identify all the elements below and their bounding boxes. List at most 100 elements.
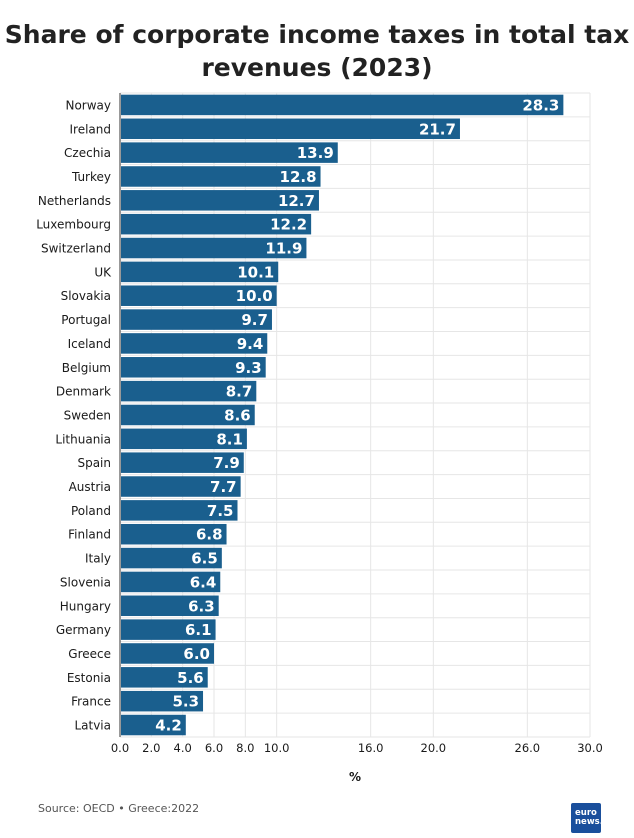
category-label: Sweden xyxy=(64,408,111,422)
bar-switzerland xyxy=(121,237,307,259)
category-label: Lithuania xyxy=(55,432,111,446)
value-label: 9.3 xyxy=(235,359,262,377)
value-label: 13.9 xyxy=(297,144,334,162)
bars: 28.3 21.7 13.9 12.8 12.7 12.2 11.9 10.1 10.0 9.7 9… xyxy=(121,94,564,736)
value-label: 6.1 xyxy=(185,621,212,639)
bar-lithuania xyxy=(121,428,247,450)
category-label: Iceland xyxy=(68,337,111,351)
value-label: 12.7 xyxy=(278,192,315,210)
category-labels: Norway Ireland Czechia Turkey Netherlands Lux… xyxy=(36,98,112,732)
bar-austria xyxy=(121,476,241,497)
bar-sweden xyxy=(121,404,255,426)
x-axis-label: % xyxy=(349,770,361,784)
value-label: 9.4 xyxy=(237,335,264,353)
bar-slovakia xyxy=(121,285,277,306)
category-label: Czechia xyxy=(64,146,111,160)
category-label: UK xyxy=(94,265,112,279)
value-label: 7.5 xyxy=(207,502,234,520)
bar-denmark xyxy=(121,380,257,402)
bar-czechia xyxy=(121,142,338,163)
euronews-logo: euro news. xyxy=(571,803,603,833)
source-note: Source: OECD • Greece:2022 xyxy=(38,802,200,815)
category-label: Estonia xyxy=(67,671,111,685)
bar-france xyxy=(121,690,204,712)
category-label: Luxembourg xyxy=(36,218,111,232)
category-label: Spain xyxy=(77,456,111,470)
value-label: 4.2 xyxy=(155,717,182,735)
category-label: France xyxy=(71,695,111,709)
value-label: 6.0 xyxy=(183,645,210,663)
value-label: 21.7 xyxy=(419,120,456,138)
category-label: Denmark xyxy=(56,385,111,399)
category-label: Portugal xyxy=(61,313,111,327)
bar-ireland xyxy=(121,118,460,140)
value-label: 6.3 xyxy=(188,597,215,615)
x-tick-label: 16.0 xyxy=(358,741,384,755)
value-label: 12.8 xyxy=(280,168,317,186)
value-label: 10.1 xyxy=(237,263,274,281)
bar-greece xyxy=(121,643,214,664)
bar-italy xyxy=(121,547,222,569)
bar-hungary xyxy=(121,595,219,617)
bar-poland xyxy=(121,500,238,521)
bar-norway xyxy=(121,94,564,116)
value-label: 6.4 xyxy=(190,573,217,591)
bar-estonia xyxy=(121,667,208,688)
category-label: Netherlands xyxy=(38,194,111,208)
x-tick-label: 4.0 xyxy=(174,741,192,755)
chart-title: Share of corporate income taxes in total… xyxy=(0,18,634,84)
category-label: Switzerland xyxy=(41,242,111,256)
x-tick-label: 30.0 xyxy=(577,741,603,755)
x-tick-label: 6.0 xyxy=(205,741,223,755)
bar-slovenia xyxy=(121,571,221,593)
x-axis-ticks: 0.0 2.0 4.0 6.0 8.0 10.0 16.0 20.0 26.0 30.0 xyxy=(111,741,603,755)
bar-uk xyxy=(121,261,279,283)
category-label: Ireland xyxy=(69,122,111,136)
value-label: 12.2 xyxy=(270,216,307,234)
value-label: 6.8 xyxy=(196,526,223,544)
value-label: 11.9 xyxy=(265,240,302,258)
bar-turkey xyxy=(121,166,321,187)
bar-luxembourg xyxy=(121,213,312,235)
x-tick-label: 8.0 xyxy=(236,741,254,755)
category-label: Turkey xyxy=(71,170,111,184)
category-label: Poland xyxy=(71,504,111,518)
value-label: 8.6 xyxy=(224,406,251,424)
value-label: 8.1 xyxy=(216,430,243,448)
category-label: Italy xyxy=(85,552,111,566)
category-label: Slovakia xyxy=(61,289,111,303)
bar-latvia xyxy=(121,714,186,736)
x-tick-label: 20.0 xyxy=(421,741,447,755)
x-tick-label: 26.0 xyxy=(515,741,541,755)
category-label: Germany xyxy=(56,623,111,637)
value-label: 6.5 xyxy=(191,550,218,568)
value-label: 28.3 xyxy=(522,96,559,114)
value-label: 7.7 xyxy=(210,478,237,496)
bar-spain xyxy=(121,452,244,473)
x-tick-label: 10.0 xyxy=(264,741,290,755)
bar-belgium xyxy=(121,357,266,378)
value-label: 8.7 xyxy=(226,383,253,401)
bar-iceland xyxy=(121,333,268,354)
chart-title-line-2: revenues (2023) xyxy=(201,53,433,82)
value-label: 5.6 xyxy=(177,669,204,687)
value-label: 7.9 xyxy=(213,454,240,472)
category-label: Slovenia xyxy=(60,575,111,589)
bar-netherlands xyxy=(121,190,319,211)
value-label: 5.3 xyxy=(172,693,199,711)
category-label: Hungary xyxy=(60,599,111,613)
bar-finland xyxy=(121,523,227,545)
value-label: 10.0 xyxy=(236,287,273,305)
x-tick-label: 2.0 xyxy=(142,741,160,755)
bar-germany xyxy=(121,619,216,640)
category-label: Austria xyxy=(69,480,111,494)
chart-title-line-1: Share of corporate income taxes in total… xyxy=(4,20,630,49)
x-tick-label: 0.0 xyxy=(111,741,129,755)
value-label: 9.7 xyxy=(241,311,268,329)
bar-portugal xyxy=(121,309,272,330)
category-label: Belgium xyxy=(62,361,111,375)
category-label: Norway xyxy=(65,98,111,112)
category-label: Finland xyxy=(68,528,111,542)
category-label: Latvia xyxy=(74,719,111,733)
